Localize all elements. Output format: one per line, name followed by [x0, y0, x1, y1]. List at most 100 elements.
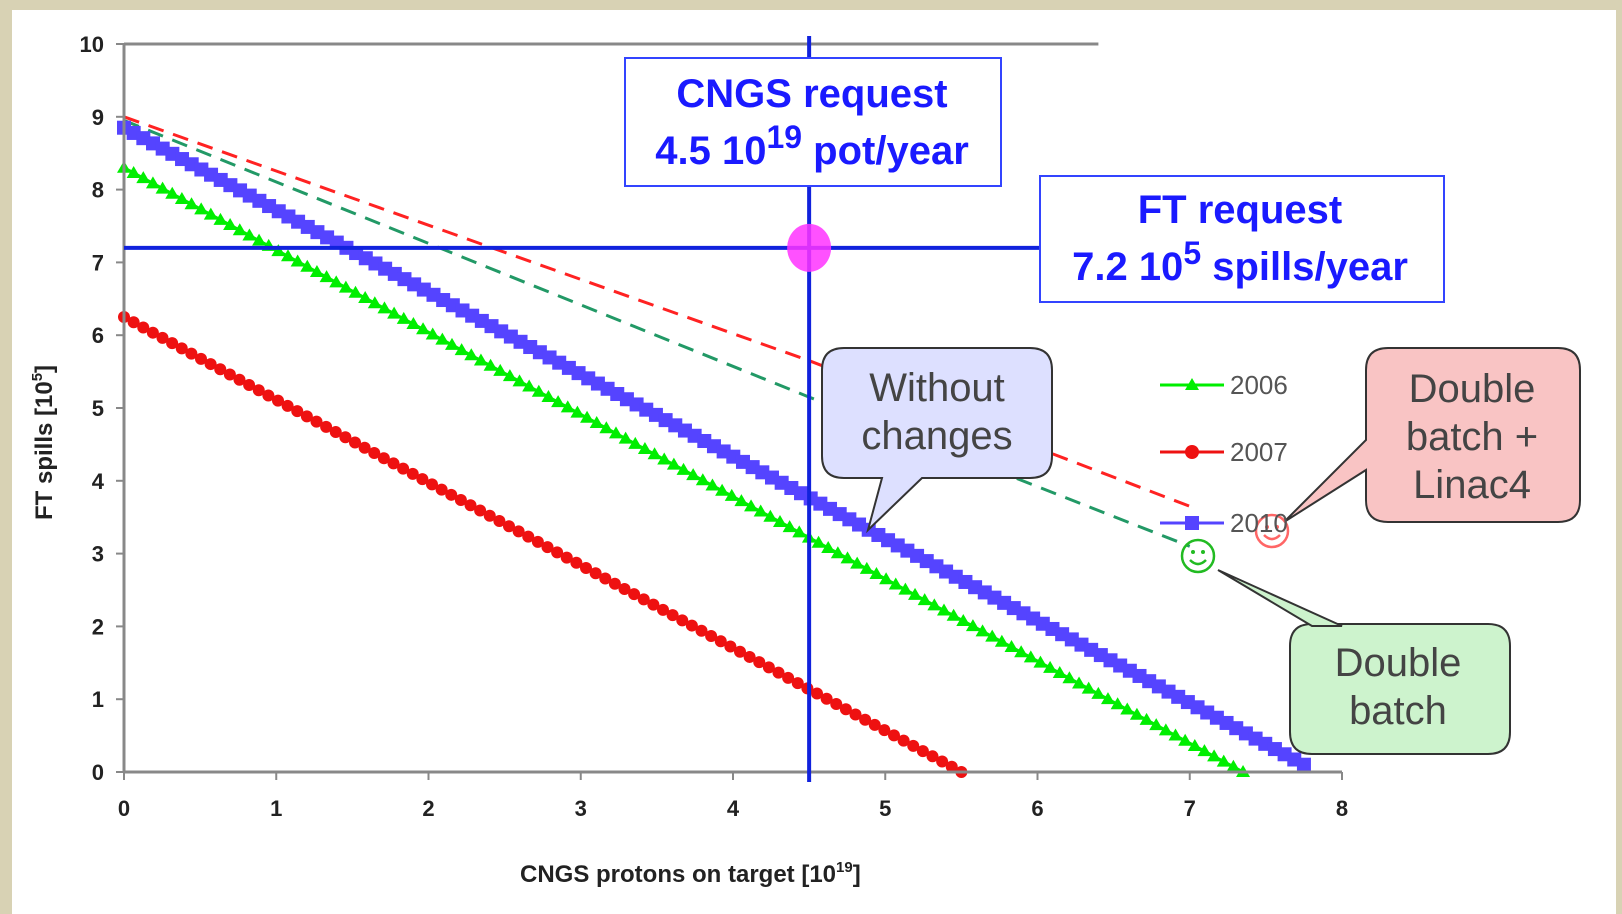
series-point-2007: [358, 441, 371, 454]
series-point-2006: [502, 369, 517, 382]
series-point-2006: [319, 270, 334, 283]
x-tick-label: 8: [1336, 796, 1348, 821]
series-point-2006: [686, 468, 701, 481]
series-point-2006: [560, 400, 575, 413]
series-point-2007: [897, 734, 910, 747]
series-point-2006: [637, 442, 652, 455]
series-point-2006: [599, 421, 614, 434]
y-tick-label: 8: [92, 178, 104, 203]
double-batch-linac4-line1: Double: [1409, 367, 1536, 411]
series-point-2007: [859, 713, 872, 726]
series-point-2006: [358, 290, 373, 303]
cngs-request-box: CNGS request 4.5 1019 pot/year: [624, 57, 1002, 187]
series-point-2006: [1178, 733, 1193, 746]
series-point-2006: [242, 228, 257, 241]
series-point-2007: [657, 603, 669, 616]
y-tick-label: 7: [92, 250, 104, 275]
series-point-2006: [666, 457, 681, 470]
target-point-marker: [787, 223, 832, 272]
series-point-2006: [377, 301, 392, 314]
series-point-2007: [676, 614, 689, 627]
series-2010: [117, 120, 1311, 772]
series-point-2006: [1004, 639, 1019, 652]
x-tick-label: 5: [879, 796, 891, 821]
double-batch-line2: batch: [1349, 689, 1447, 733]
series-point-2006: [734, 494, 749, 507]
series-point-2006: [956, 613, 971, 626]
series-point-2006: [850, 556, 865, 569]
y-tick-label: 0: [92, 760, 104, 785]
series-point-2007: [233, 373, 246, 386]
series-point-2006: [985, 629, 1000, 642]
series-point-2006: [917, 593, 932, 606]
series-point-2007: [435, 483, 448, 496]
series-point-2007: [936, 755, 949, 768]
series-point-2007: [570, 556, 583, 569]
legend-label-2010: 2010: [1230, 508, 1288, 538]
series-point-2006: [473, 353, 488, 366]
without-changes-callout: Without changes: [821, 347, 1053, 534]
series-point-2006: [965, 619, 980, 632]
series-point-2006: [194, 202, 209, 215]
series-point-2007: [195, 352, 207, 365]
series-point-2006: [936, 603, 951, 616]
y-tick-label: 3: [92, 542, 104, 567]
series-point-2006: [715, 483, 730, 496]
series-point-2007: [426, 478, 438, 491]
y-tick-label: 9: [92, 105, 104, 130]
series-point-2007: [377, 452, 390, 465]
series-point-2007: [300, 410, 313, 423]
series-point-2006: [396, 311, 411, 324]
series-point-2006: [994, 634, 1009, 647]
series-point-2006: [531, 384, 546, 397]
series-point-2006: [329, 275, 344, 288]
ft-request-value: 7.2 105 spills/year: [1072, 235, 1408, 289]
series-point-2007: [368, 446, 381, 459]
series-point-2007: [387, 457, 400, 470]
series-point-2007: [349, 436, 361, 449]
series-point-2007: [175, 342, 188, 355]
series-point-2006: [676, 462, 691, 475]
series-point-2007: [291, 405, 304, 418]
without-changes-line1: Without: [869, 366, 1005, 410]
series-point-2007: [320, 420, 333, 433]
series-point-2006: [927, 598, 942, 611]
series-point-2006: [821, 541, 836, 554]
series-point-2006: [1129, 707, 1144, 720]
series-point-2007: [714, 635, 727, 648]
series-point-2007: [156, 331, 169, 344]
series-point-2006: [840, 551, 855, 564]
series-point-2006: [657, 452, 672, 465]
series-point-2006: [300, 259, 315, 272]
series-point-2007: [695, 624, 708, 637]
series-point-2006: [570, 405, 585, 418]
green-smiley-icon: [1180, 538, 1216, 574]
series-point-2007: [762, 661, 775, 674]
series-point-2006: [425, 327, 440, 340]
x-tick-label: 7: [1184, 796, 1196, 821]
legend-marker-2010: [1185, 516, 1199, 530]
series-point-2006: [908, 587, 923, 600]
series-point-2006: [551, 395, 566, 408]
series-point-2006: [744, 499, 759, 512]
series-point-2006: [252, 233, 267, 246]
ft-request-box: FT request 7.2 105 spills/year: [1039, 175, 1445, 303]
x-tick-label: 6: [1031, 796, 1043, 821]
series-point-2006: [782, 520, 797, 533]
series-point-2006: [695, 473, 710, 486]
series-point-2007: [214, 363, 227, 376]
series-point-2007: [531, 535, 544, 548]
double-batch-callout: Double batch: [1217, 569, 1511, 755]
series-point-2007: [551, 546, 564, 559]
ft-request-exponent: 5: [1183, 235, 1201, 271]
series-point-2007: [310, 415, 323, 428]
series-point-2006: [348, 285, 363, 298]
legend-marker-2007: [1185, 445, 1199, 459]
series-point-2006: [618, 431, 633, 444]
series-point-2007: [811, 687, 823, 700]
series-point-2007: [541, 541, 554, 554]
series-point-2006: [772, 514, 787, 527]
series-point-2006: [522, 379, 537, 392]
series-point-2007: [878, 724, 891, 737]
y-tick-label: 4: [92, 469, 105, 494]
